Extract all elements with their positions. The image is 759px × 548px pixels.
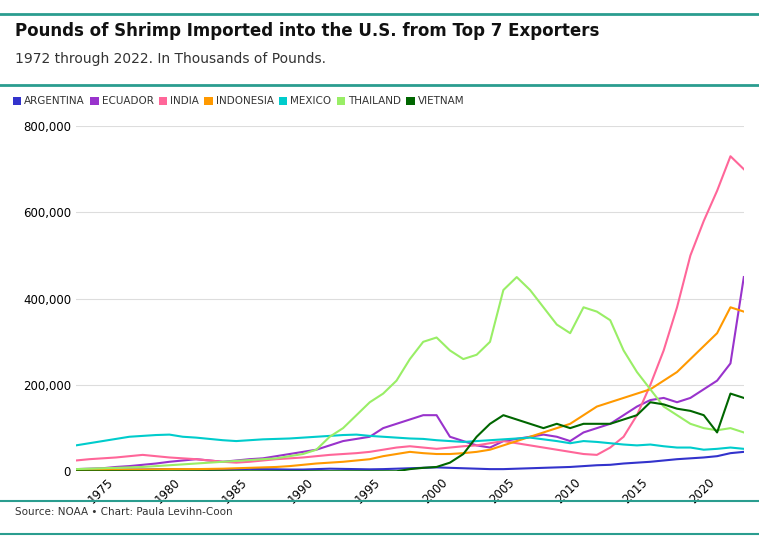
Text: Pounds of Shrimp Imported into the U.S. from Top 7 Exporters: Pounds of Shrimp Imported into the U.S. … bbox=[15, 22, 600, 40]
Text: Source: NOAA • Chart: Paula Levihn-Coon: Source: NOAA • Chart: Paula Levihn-Coon bbox=[15, 507, 233, 517]
Text: 1972 through 2022. In Thousands of Pounds.: 1972 through 2022. In Thousands of Pound… bbox=[15, 52, 326, 66]
Legend: ARGENTINA, ECUADOR, INDIA, INDONESIA, MEXICO, THAILAND, VIETNAM: ARGENTINA, ECUADOR, INDIA, INDONESIA, ME… bbox=[13, 96, 465, 106]
